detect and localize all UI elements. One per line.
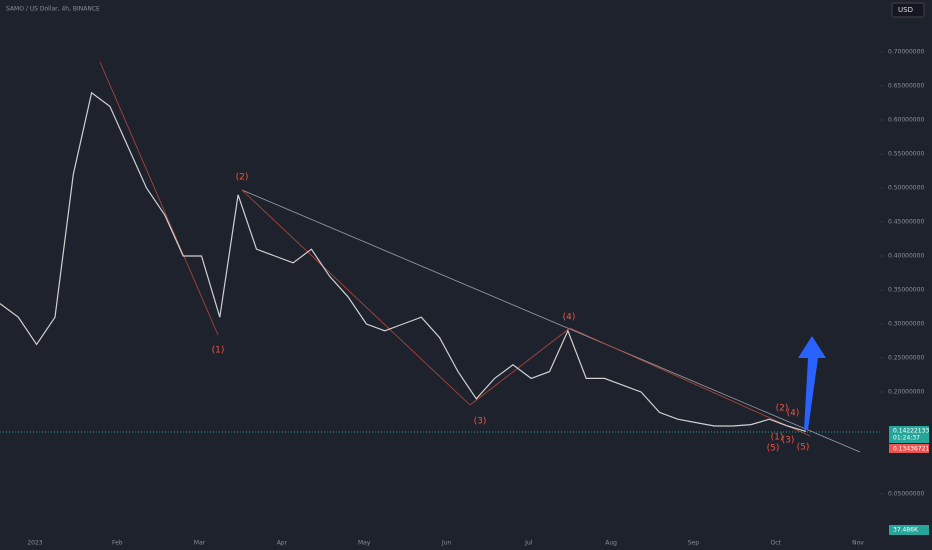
y-tick-label: 0.50000000 (888, 185, 924, 192)
y-tick-label: 0.05000000 (888, 491, 924, 498)
price-tag-label: 0.14222133 (893, 428, 929, 435)
low-tag-label: 0.13436721 (893, 446, 929, 453)
wave-label: (1) (771, 433, 784, 443)
x-tick-label: Jun (441, 540, 452, 547)
wave-label: (5) (797, 443, 810, 453)
price-line-series (0, 91, 807, 432)
y-tick-label: 0.60000000 (888, 117, 924, 124)
y-tick-label: 0.30000000 (888, 321, 924, 328)
x-tick-label: May (358, 540, 371, 547)
currency-button[interactable] (891, 2, 925, 18)
x-tick-label: Sep (688, 540, 700, 547)
x-tick-label: Mar (194, 540, 206, 547)
x-tick-label: Aug (605, 540, 617, 547)
x-tick-label: Nov (852, 540, 864, 547)
up-arrow (798, 336, 826, 430)
wave-label: (4) (787, 409, 800, 419)
countdown: 01:24:37 (893, 435, 920, 442)
y-tick-label: 0.45000000 (888, 219, 924, 226)
volume-tag-label: 37.486K (893, 527, 919, 534)
symbol-title: SAMO / US Dollar, 4h, BINANCE (6, 6, 100, 13)
wave-label: (5) (767, 444, 780, 454)
x-tick-label: Apr (277, 540, 288, 547)
y-tick-label: 0.70000000 (888, 49, 924, 56)
y-tick-label: 0.20000000 (888, 389, 924, 396)
y-tick-label: 0.35000000 (888, 287, 924, 294)
wave-label: (3) (474, 417, 487, 427)
x-tick-label: Feb (112, 540, 123, 547)
currency-label[interactable]: USD (898, 6, 913, 14)
trendlines (99, 61, 861, 453)
wave-label: (4) (563, 313, 576, 323)
wave-label: (1) (212, 346, 225, 356)
y-tick-label: 0.55000000 (888, 151, 924, 158)
x-tick-label: Oct (771, 540, 782, 547)
wave-label: (2) (776, 404, 789, 414)
y-tick-label: 0.25000000 (888, 355, 924, 362)
y-tick-label: 0.65000000 (888, 83, 924, 90)
wave-label: (2) (236, 173, 249, 183)
x-tick-label: 2023 (27, 540, 42, 547)
volume-tag (889, 525, 929, 535)
wave-label: (3) (782, 436, 795, 446)
price-tag (889, 426, 929, 443)
low-tag (889, 444, 929, 453)
y-tick-label: 0.40000000 (888, 253, 924, 260)
x-tick-label: Jul (524, 540, 533, 547)
